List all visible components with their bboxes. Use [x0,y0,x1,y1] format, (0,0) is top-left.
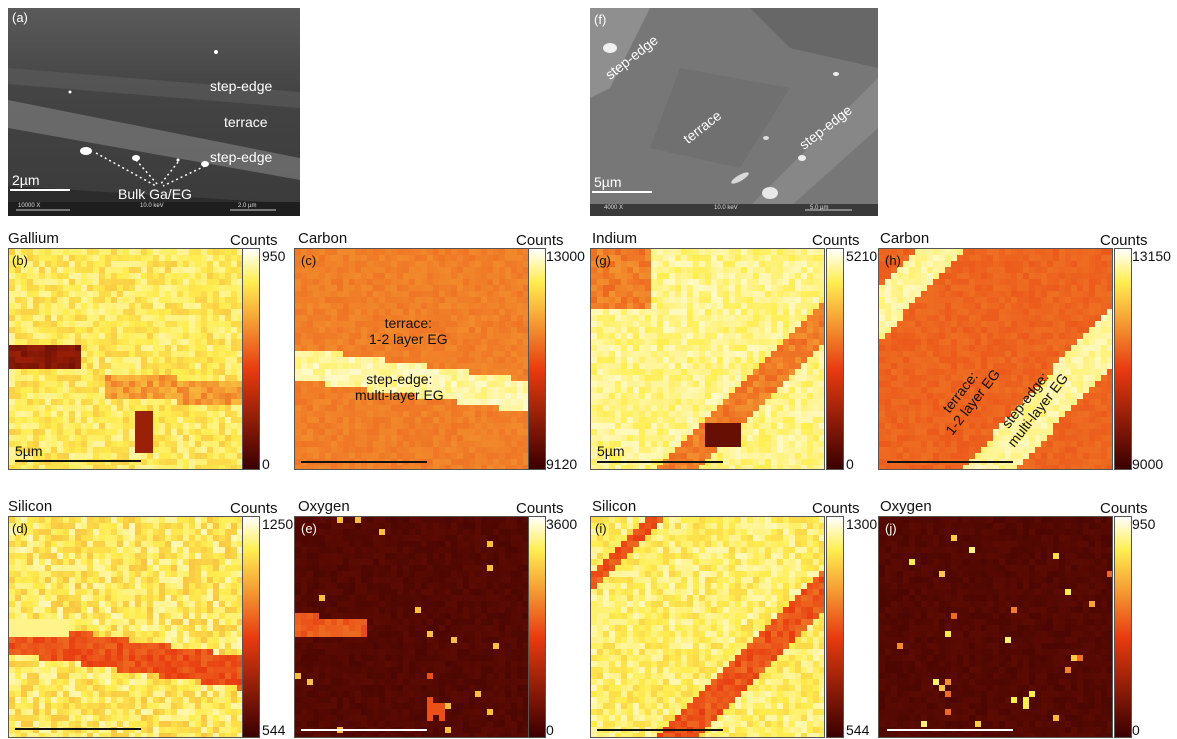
map-silicon-d: (d) [8,516,243,738]
panel-label-e: (e) [301,521,317,536]
colorbar-min-h: 9000 [1132,456,1164,472]
scalebar-b [15,460,141,462]
map-texture [9,517,242,737]
panel-label-b: (b) [12,253,28,268]
panel-label-c: (c) [301,253,317,268]
map-title-indium: Indium [592,230,638,247]
sem-a-voltage: 10.0 keV [140,203,164,209]
colorbar-min-c: 9120 [546,456,578,472]
scalebar-j [887,729,1013,731]
colorbar-d [242,516,260,738]
scalebar-c [301,461,427,463]
scalebar-g [597,461,723,463]
colorbar-max-d: 1250 [262,516,294,532]
panel-label-i: (i) [595,521,607,536]
panel-label-h: (h) [885,253,901,268]
colorbar-h [1114,248,1132,470]
annotation-bulk-ga-eg: Bulk Ga/EG [118,186,192,202]
sem-f-voltage: 10.0 keV [714,205,738,211]
annotation-c-terrace-line1: terrace: [384,315,433,331]
colorbar-max-i: 1300 [846,516,878,532]
map-title-oxygen-e: Oxygen [298,498,350,515]
panel-label-f: (f) [594,12,607,27]
colorbar-max-g: 5210 [846,248,878,264]
map-oxygen-j: (j) [878,516,1113,738]
colorbar-title-i: Counts [812,500,860,517]
colorbar-min-i: 544 [846,722,870,738]
colorbar-max-h: 13150 [1132,248,1171,264]
map-texture [295,249,528,469]
colorbar-j [1114,516,1132,738]
map-title-silicon-i: Silicon [592,498,637,515]
sem-image-a: (a) step-edge terrace step-edge Bulk Ga/… [8,8,300,216]
colorbar-title-d: Counts [230,500,278,517]
map-texture [591,517,824,737]
sem-a-scale: 2.0 µm [238,203,257,209]
colorbar-title-g: Counts [812,232,860,249]
map-title-carbon-h: Carbon [880,230,930,247]
annotation-c-terrace-line2: 1-2 layer EG [369,331,448,347]
panel-label-j: (j) [885,521,897,536]
map-title-gallium: Gallium [8,230,59,247]
colorbar-b [242,248,260,470]
colorbar-min-j: 0 [1132,722,1140,738]
colorbar-e [528,516,546,738]
colorbar-title-j: Counts [1100,500,1148,517]
scalebar-d [15,728,141,730]
colorbar-c [528,248,546,470]
map-indium: (g) 5µm [590,248,825,470]
scalebar-e [301,729,427,731]
map-texture [591,249,824,469]
map-carbon-c: (c) terrace: 1-2 layer EG step-edge: mul… [294,248,529,470]
colorbar-i [826,516,844,738]
scalebar-i [597,729,723,731]
map-texture [9,249,242,469]
colorbar-min-g: 0 [846,456,854,472]
map-texture [879,517,1112,737]
colorbar-max-j: 950 [1132,516,1156,532]
sem-f-scale: 5.0 µm [810,205,829,211]
panel-label-a: (a) [12,10,28,25]
colorbar-min-d: 544 [262,722,286,738]
sem-a-magnification: 10000 X [18,203,41,209]
sem-image-f: (f) step-edge terrace step-edge 5µm 4000… [590,8,878,216]
map-oxygen-e: (e) [294,516,529,738]
scalebar-h [887,461,1013,463]
scalebar-label-g: 5µm [597,443,625,459]
annotation-step-edge-2: step-edge [210,149,273,165]
colorbar-min-b: 0 [262,456,270,472]
annotation-c-step-edge: step-edge: multi-layer EG [355,371,444,403]
map-silicon-i: (i) [590,516,825,738]
map-gallium: (b) 5µm [8,248,243,470]
panel-label-d: (d) [12,521,28,536]
colorbar-g [826,248,844,470]
map-title-carbon-c: Carbon [298,230,348,247]
scalebar-label-f: 5µm [594,174,622,190]
colorbar-max-c: 13000 [546,248,585,264]
map-title-oxygen-j: Oxygen [880,498,932,515]
sem-f-texture [590,8,878,216]
annotation-c-terrace: terrace: 1-2 layer EG [369,315,448,347]
map-texture [879,249,1112,469]
colorbar-title-h: Counts [1100,232,1148,249]
colorbar-max-b: 950 [262,248,286,264]
colorbar-min-e: 0 [546,722,554,738]
map-title-silicon-d: Silicon [8,498,53,515]
annotation-terrace: terrace [224,114,268,130]
annotation-c-step-edge-line1: step-edge: [366,371,433,387]
sem-f-magnification: 4000 X [604,205,624,211]
colorbar-title-c: Counts [516,232,564,249]
colorbar-max-e: 3600 [546,516,578,532]
sem-a-texture [8,8,300,216]
colorbar-title-b: Counts [230,232,278,249]
panel-label-g: (g) [595,253,611,268]
annotation-step-edge-1: step-edge [210,78,273,94]
scalebar-label-a: 2µm [12,172,40,188]
map-carbon-h: (h) terrace: 1-2 layer EG step-edge: mul… [878,248,1113,470]
annotation-c-step-edge-line2: multi-layer EG [355,387,444,403]
colorbar-title-e: Counts [516,500,564,517]
map-texture [295,517,528,737]
scalebar-label-b: 5µm [15,443,43,459]
